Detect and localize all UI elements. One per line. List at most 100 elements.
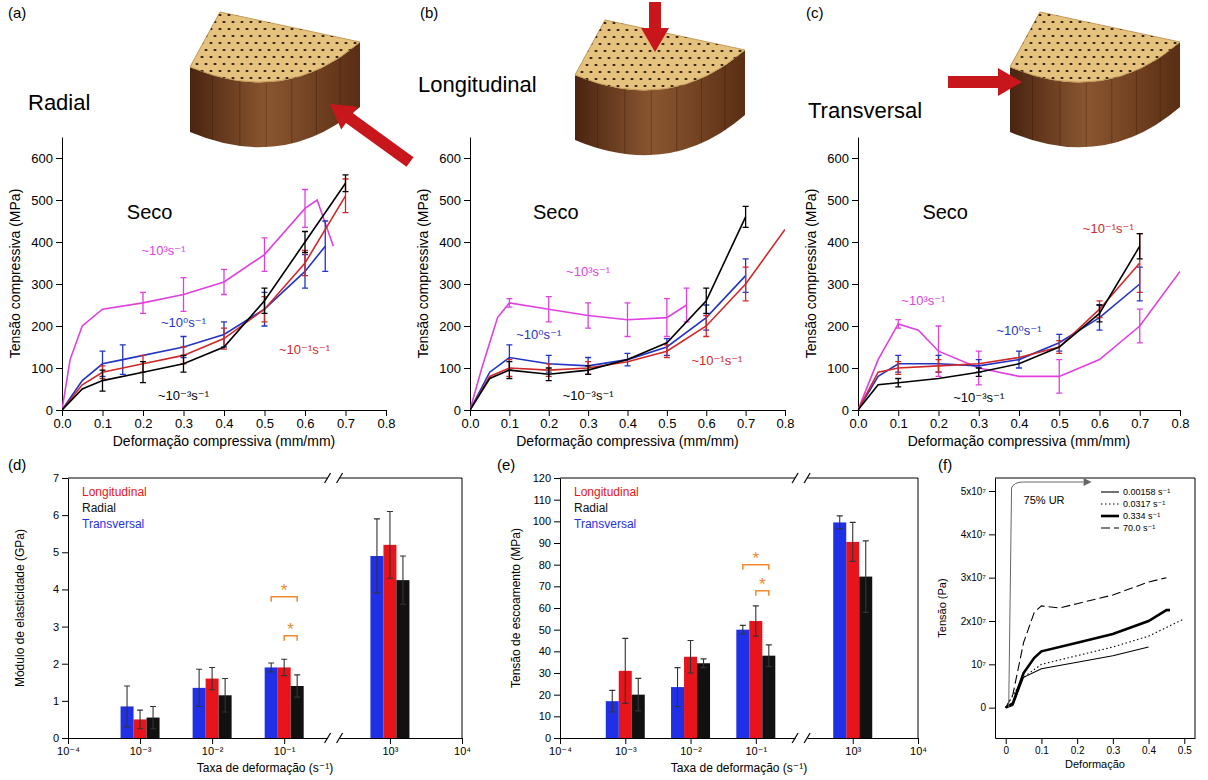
x-axis: 00.10.20.30.40.5 xyxy=(996,738,1196,756)
x-tick-mark xyxy=(1006,738,1007,744)
specimen-pore xyxy=(720,50,723,52)
specimen-pore xyxy=(308,56,311,58)
specimen-pore xyxy=(366,49,369,51)
specimen-pore xyxy=(1096,77,1099,79)
specimen-pore xyxy=(729,92,732,94)
error-bar xyxy=(222,679,228,712)
x-tick-mark xyxy=(625,738,626,744)
specimen-pore xyxy=(339,91,342,93)
x-tick-label: 0.4 xyxy=(619,416,637,431)
y-tick: 4x10⁷ xyxy=(961,529,995,540)
y-tick: 300 xyxy=(827,277,858,292)
specimen-pore xyxy=(1087,21,1090,23)
specimen-pore xyxy=(249,91,252,93)
specimen-pore xyxy=(733,99,736,101)
specimen-pore xyxy=(630,36,633,38)
plot-area xyxy=(606,516,872,738)
specimen-pore xyxy=(652,85,655,87)
error-bar xyxy=(546,297,552,322)
y-tick-mark xyxy=(554,543,560,544)
x-tick-label: 0.2 xyxy=(540,416,558,431)
y-tick-mark xyxy=(852,200,858,201)
y-tick: 2x10⁷ xyxy=(961,616,995,627)
series-label: ~10³s⁻¹ xyxy=(141,243,186,258)
specimen-pore xyxy=(1114,91,1117,93)
specimen-pores xyxy=(1011,14,1189,93)
specimen-pore xyxy=(729,36,732,38)
specimen-pore xyxy=(272,56,275,58)
x-tick-label: 10⁻³ xyxy=(615,745,637,757)
specimen-pore xyxy=(693,78,696,80)
specimen-pore xyxy=(729,22,732,24)
error-bar xyxy=(688,641,694,674)
specimen-pore xyxy=(1083,28,1086,30)
specimen-pore xyxy=(747,22,750,24)
specimen-pore xyxy=(1132,91,1135,93)
specimen-pore xyxy=(1110,84,1113,86)
x-axis-title: Deformação compressiva (mm/mm) xyxy=(516,433,738,449)
series-line xyxy=(62,183,346,410)
specimen-pore xyxy=(1015,35,1018,37)
specimen-pore xyxy=(675,78,678,80)
error-bar xyxy=(703,288,709,313)
specimen-pore xyxy=(240,35,243,37)
series-line xyxy=(1006,610,1170,708)
specimen-pore xyxy=(267,77,270,79)
x-tick-mark xyxy=(549,410,550,416)
specimen-pore xyxy=(1105,63,1108,65)
error-bar xyxy=(262,238,268,272)
axis-break xyxy=(325,733,331,743)
y-tick-label: 50 xyxy=(539,624,551,636)
specimen-pore xyxy=(603,50,606,52)
specimen-pore xyxy=(1083,14,1086,16)
specimen-pore xyxy=(218,70,221,72)
specimen-pore xyxy=(1101,14,1104,16)
specimen-pore xyxy=(294,49,297,51)
specimen-pore xyxy=(1186,35,1189,37)
x-tick: 0.4 xyxy=(619,410,637,431)
series-line xyxy=(1006,619,1185,708)
specimen-pore xyxy=(621,22,624,24)
x-axis-line xyxy=(69,738,329,739)
figure: 0.00.10.20.30.40.50.60.70.80100200300400… xyxy=(0,0,1208,780)
specimen-pore xyxy=(639,50,642,52)
specimen-pore xyxy=(209,70,212,72)
specimen-pore xyxy=(1020,14,1023,16)
specimen-pore xyxy=(675,50,678,52)
x-tick-mark xyxy=(140,738,141,744)
specimen-pore xyxy=(612,22,615,24)
specimen-pore xyxy=(715,43,718,45)
specimen-pore xyxy=(688,99,691,101)
specimen-pore xyxy=(353,28,356,30)
specimen-pore xyxy=(1114,63,1117,65)
specimen-pore xyxy=(733,57,736,59)
y-tick-label: 200 xyxy=(439,319,461,334)
specimen-pore xyxy=(1137,56,1140,58)
specimen-pore xyxy=(630,78,633,80)
specimen-pore xyxy=(751,71,754,73)
specimen-pore xyxy=(634,29,637,31)
specimen-grain xyxy=(1059,81,1060,146)
specimen-pore xyxy=(661,57,664,59)
specimen-pore xyxy=(267,49,270,51)
specimen-pore xyxy=(1141,63,1144,65)
y-tick: 0 xyxy=(980,702,995,713)
y-tick-mark xyxy=(554,500,560,501)
y-tick: 600 xyxy=(31,151,62,166)
specimen-pore xyxy=(267,35,270,37)
specimen-pore xyxy=(1164,42,1167,44)
specimen-pore xyxy=(285,49,288,51)
specimen-pore xyxy=(281,84,284,86)
specimen-pore xyxy=(1146,70,1149,72)
specimen-pore xyxy=(666,36,669,38)
x-tick-label: 0.3 xyxy=(970,416,988,431)
specimen-pore xyxy=(684,64,687,66)
significance-mark: * xyxy=(281,581,288,600)
x-tick: 10⁻⁴ xyxy=(57,738,80,757)
y-tick-mark xyxy=(554,608,560,609)
x-tick-mark xyxy=(939,410,940,416)
x-tick: 0.1 xyxy=(890,410,908,431)
x-tick-label: 0.6 xyxy=(296,416,314,431)
specimen-pore xyxy=(639,22,642,24)
plot-area xyxy=(470,206,785,410)
